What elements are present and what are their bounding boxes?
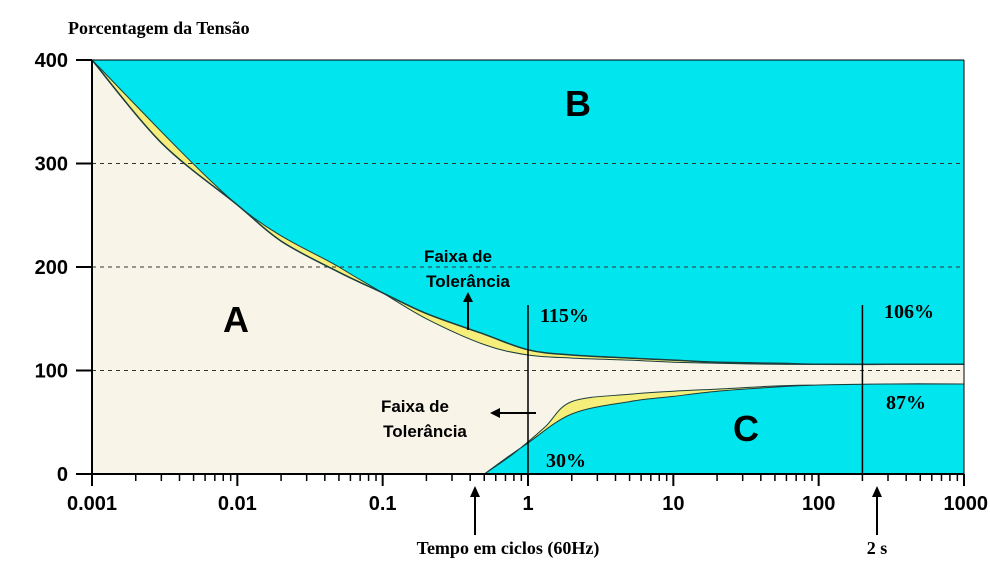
x-tick-label: 100	[802, 493, 835, 515]
x-tick-label: 1	[522, 493, 533, 515]
x-tick-label: 1000	[944, 493, 989, 515]
x-axis-ticks: 0.001 0.01 0.1 1 10 100 1000	[67, 474, 988, 515]
vertical-markers	[527, 305, 864, 474]
label-106-percent: 106%	[884, 301, 934, 323]
region-b-label: B	[565, 83, 591, 124]
y-tick-label: 400	[35, 50, 68, 72]
upper-band-label-line1: Faixa de	[424, 247, 492, 266]
region-a-label: A	[223, 299, 249, 340]
lower-band-label-line1: Faixa de	[381, 397, 449, 416]
x-tick-label: 10	[662, 493, 684, 515]
two-second-label: 2 s	[867, 538, 888, 558]
two-second-arrow	[872, 486, 882, 535]
lower-band-label-line2: Tolerância	[383, 422, 467, 441]
upper-curve	[91, 59, 964, 366]
lower-band-arrow	[490, 408, 536, 418]
y-axis-ticks: 400 300 200 100 0	[35, 50, 92, 486]
x-tick-label: 0.001	[67, 493, 117, 515]
y-tick-label: 0	[57, 464, 68, 486]
label-30-percent: 30%	[546, 450, 586, 472]
region-c-label: C	[733, 408, 759, 449]
half-cycle-arrow	[470, 486, 480, 535]
label-115-percent: 115%	[540, 305, 589, 327]
y-tick-label: 300	[35, 154, 68, 176]
upper-band-arrow	[463, 292, 473, 330]
y-tick-label: 200	[35, 257, 68, 279]
x-axis-label: Tempo em ciclos (60Hz)	[417, 538, 600, 558]
x-tick-label: 0.1	[369, 493, 397, 515]
label-87-percent: 87%	[886, 392, 926, 414]
y-tick-label: 100	[35, 361, 68, 383]
chart-title: Porcentagem da Tensão	[68, 18, 250, 38]
x-tick-label: 0.01	[218, 493, 257, 515]
upper-band-label-line2: Tolerância	[426, 272, 510, 291]
